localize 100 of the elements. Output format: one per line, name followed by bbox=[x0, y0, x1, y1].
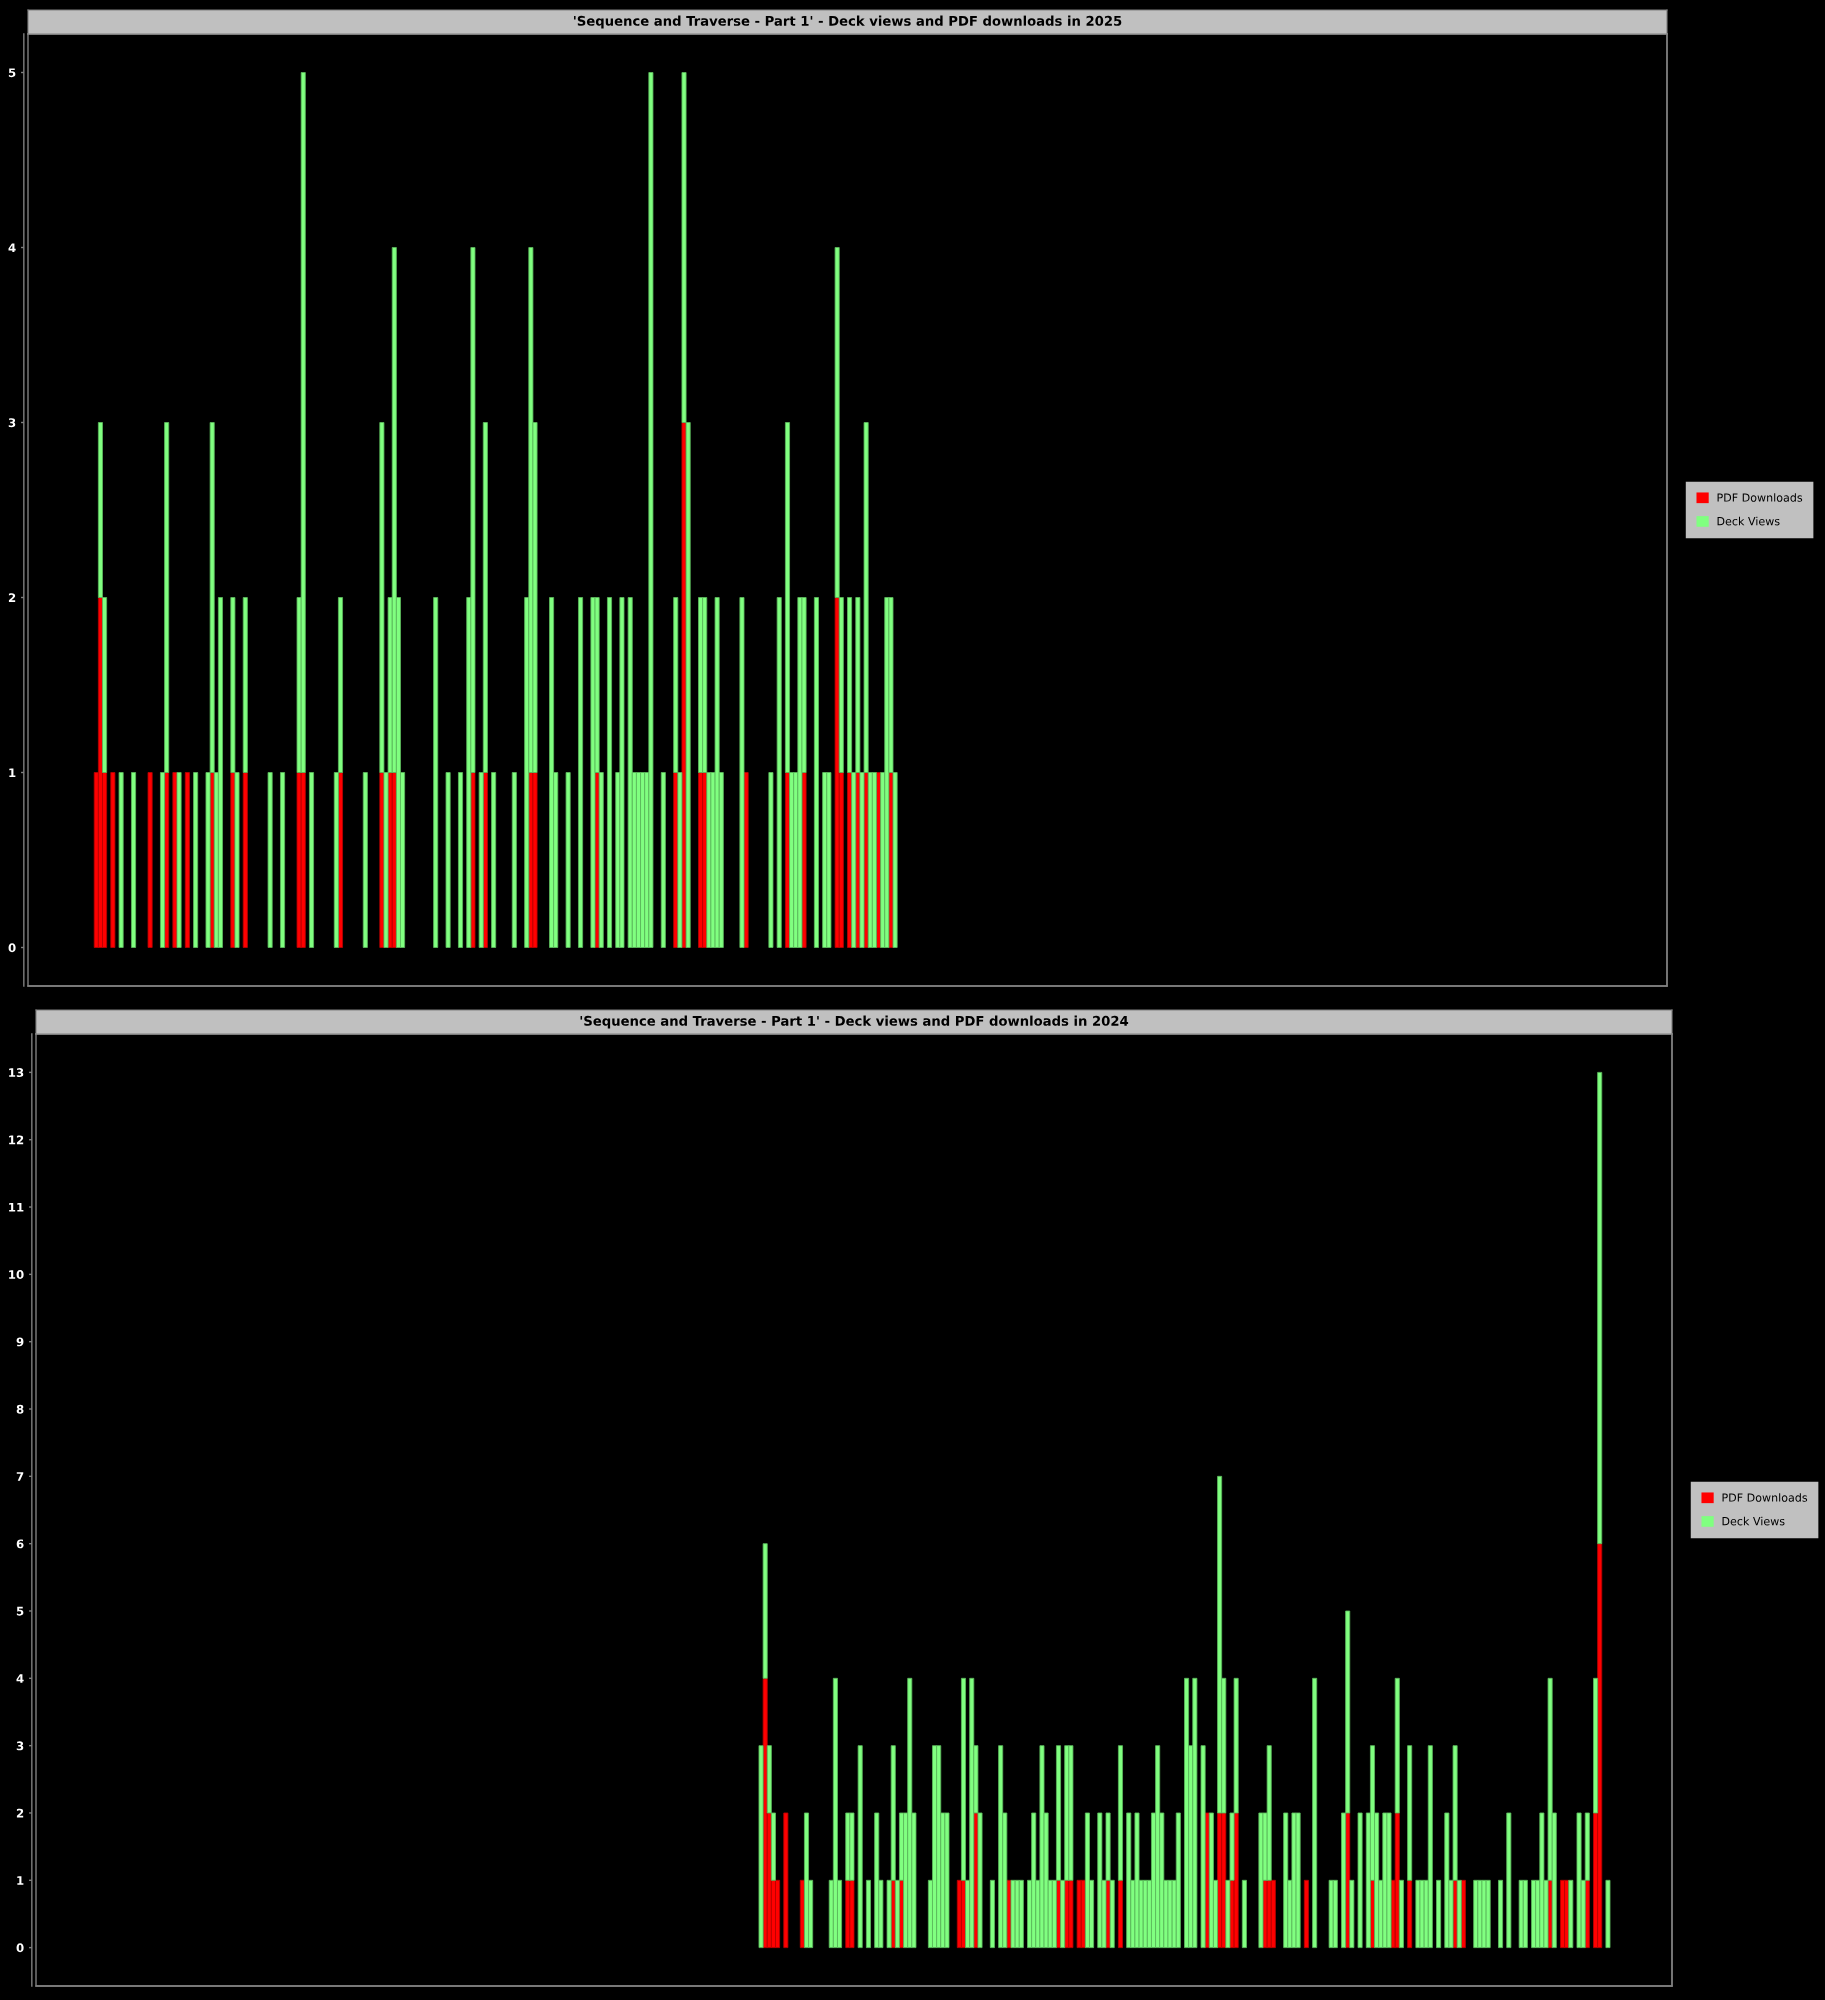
bar bbox=[1394, 1677, 1400, 1814]
bar bbox=[1312, 1677, 1318, 1949]
y-tick-label: 12 bbox=[9, 1135, 24, 1145]
bar bbox=[131, 772, 137, 948]
bar bbox=[1407, 1745, 1413, 1881]
bar bbox=[944, 1812, 950, 1949]
bar bbox=[242, 597, 248, 773]
bar bbox=[1014, 1879, 1020, 1949]
bar bbox=[1200, 1745, 1206, 1949]
bar bbox=[1084, 1812, 1090, 1949]
bar bbox=[1539, 1812, 1545, 1949]
bar bbox=[832, 1677, 838, 1949]
y-tick-label: 6 bbox=[16, 1539, 24, 1549]
bar bbox=[147, 772, 153, 948]
bar bbox=[1031, 1812, 1037, 1949]
bar bbox=[1233, 1812, 1239, 1949]
bar bbox=[1518, 1879, 1524, 1949]
bar bbox=[242, 772, 248, 948]
bar bbox=[565, 772, 571, 948]
bar bbox=[280, 772, 286, 948]
bar bbox=[849, 1812, 855, 1881]
y-tick-label: 3 bbox=[16, 1741, 24, 1751]
bar bbox=[1217, 1475, 1223, 1814]
bar bbox=[1134, 1812, 1140, 1949]
chart-title: 'Sequence and Traverse - Part 1' - Deck views and PDF downloads in 2024 bbox=[580, 1015, 1129, 1029]
bar bbox=[590, 597, 596, 948]
y-tick-label: 5 bbox=[8, 68, 16, 78]
bar bbox=[1597, 1543, 1603, 1949]
bar bbox=[1427, 1745, 1433, 1949]
bar bbox=[1436, 1879, 1442, 1949]
y-tick-label: 1 bbox=[9, 768, 16, 777]
bar bbox=[849, 1879, 855, 1949]
bar bbox=[1593, 1677, 1599, 1814]
bar bbox=[491, 772, 497, 948]
bar bbox=[1576, 1812, 1582, 1949]
bar bbox=[874, 1812, 880, 1949]
bar bbox=[797, 597, 803, 948]
bar bbox=[217, 597, 223, 948]
bar bbox=[1068, 1879, 1074, 1949]
bar bbox=[907, 1677, 913, 1949]
bar bbox=[1175, 1812, 1181, 1949]
bar bbox=[578, 597, 584, 948]
bar bbox=[1241, 1879, 1247, 1949]
bar bbox=[1568, 1879, 1574, 1949]
y-tick-label: 4 bbox=[16, 1674, 24, 1683]
bar bbox=[1386, 1812, 1392, 1949]
bar bbox=[834, 597, 840, 948]
bar bbox=[1522, 1879, 1528, 1949]
bar bbox=[184, 772, 190, 948]
bar bbox=[549, 597, 555, 948]
bar bbox=[193, 772, 199, 948]
bar bbox=[267, 772, 273, 948]
bar bbox=[619, 597, 625, 948]
bar bbox=[176, 772, 182, 948]
y-tick-label: 4 bbox=[8, 243, 16, 252]
bar bbox=[1117, 1745, 1123, 1881]
bar bbox=[1208, 1812, 1214, 1949]
bar bbox=[1117, 1879, 1123, 1949]
bar bbox=[714, 597, 720, 948]
bar bbox=[1498, 1879, 1504, 1949]
bar bbox=[1303, 1879, 1309, 1949]
bar bbox=[783, 1812, 789, 1949]
bar bbox=[458, 772, 463, 948]
bar bbox=[648, 72, 654, 948]
bar bbox=[1485, 1879, 1491, 1949]
legend-label: Deck Views bbox=[1722, 1516, 1785, 1526]
bar bbox=[857, 1745, 863, 1949]
bar bbox=[445, 772, 451, 948]
bar bbox=[1605, 1879, 1611, 1949]
bar bbox=[309, 772, 314, 948]
legend-label: Deck Views bbox=[1717, 516, 1780, 526]
bar bbox=[1018, 1879, 1024, 1949]
bar bbox=[775, 1879, 781, 1949]
bar bbox=[1266, 1879, 1272, 1949]
bar bbox=[826, 772, 832, 948]
bar bbox=[884, 597, 890, 948]
y-tick-label: 2 bbox=[8, 593, 16, 602]
bar bbox=[1283, 1812, 1289, 1949]
y-tick-label: 5 bbox=[16, 1606, 24, 1616]
bar bbox=[1221, 1812, 1227, 1949]
bar bbox=[110, 772, 116, 948]
bar bbox=[776, 597, 782, 948]
bar bbox=[1192, 1677, 1198, 1949]
bar bbox=[300, 72, 306, 773]
bar bbox=[739, 597, 745, 948]
chart-title: 'Sequence and Traverse - Part 1' - Deck views and PDF downloads in 2025 bbox=[574, 15, 1122, 29]
bar bbox=[1266, 1745, 1272, 1881]
legend-label: PDF Downloads bbox=[1717, 493, 1803, 502]
bar bbox=[1328, 1879, 1334, 1949]
bar bbox=[758, 1745, 764, 1949]
bar bbox=[1039, 1745, 1045, 1949]
bar bbox=[804, 1812, 809, 1949]
bar bbox=[1295, 1812, 1301, 1949]
bar bbox=[300, 772, 306, 948]
legend-label: PDF Downloads bbox=[1722, 1493, 1808, 1502]
y-tick-label: 0 bbox=[16, 1943, 24, 1953]
bar bbox=[969, 1677, 975, 1949]
y-tick-label: 8 bbox=[16, 1404, 24, 1414]
y-tick-label: 3 bbox=[8, 418, 16, 428]
y-tick-label: 13 bbox=[9, 1068, 24, 1078]
